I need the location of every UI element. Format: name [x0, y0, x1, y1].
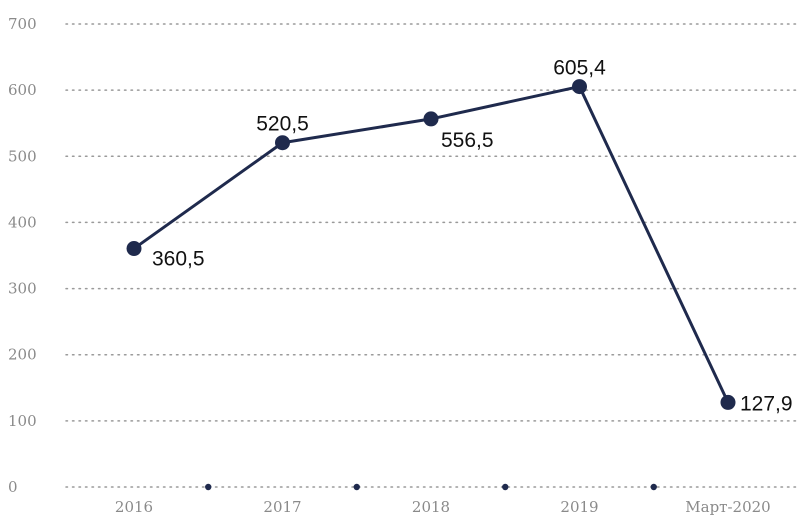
y-tick-label: 500 [8, 147, 37, 165]
data-label: 127,9 [740, 392, 793, 415]
category-separator-dot [650, 483, 657, 491]
data-point [720, 394, 736, 410]
data-label: 360,5 [152, 248, 205, 271]
data-points [126, 79, 736, 410]
data-point [275, 135, 290, 151]
y-tick-label: 200 [8, 346, 37, 364]
x-axis-tick-labels: 2016 2017 2018 2019 Март-2020 [115, 498, 771, 516]
x-tick-label: 2019 [560, 498, 598, 516]
x-tick-label: 2017 [263, 498, 301, 516]
data-point [572, 79, 587, 95]
data-label: 520,5 [256, 113, 309, 136]
y-tick-label: 400 [8, 213, 37, 231]
x-tick-label: Март-2020 [685, 498, 770, 516]
y-tick-label: 600 [8, 81, 37, 99]
y-tick-label: 700 [8, 15, 37, 33]
y-tick-label: 100 [8, 412, 37, 430]
category-separator-dot [353, 483, 360, 491]
y-tick-label: 300 [8, 280, 37, 298]
gridlines [65, 23, 801, 488]
category-separators [205, 483, 657, 491]
y-axis-tick-labels: 0 100 200 300 400 500 600 700 [8, 15, 37, 496]
x-tick-label: 2016 [115, 498, 153, 516]
data-label: 605,4 [553, 57, 606, 80]
category-separator-dot [502, 483, 509, 491]
data-point [423, 111, 439, 127]
data-point [126, 241, 142, 257]
category-separator-dot [205, 483, 212, 491]
x-tick-label: 2018 [412, 498, 450, 516]
data-labels: 360,5 520,5 556,5 605,4 127,9 [152, 57, 793, 416]
y-tick-label: 0 [8, 478, 18, 496]
data-label: 556,5 [441, 129, 494, 152]
